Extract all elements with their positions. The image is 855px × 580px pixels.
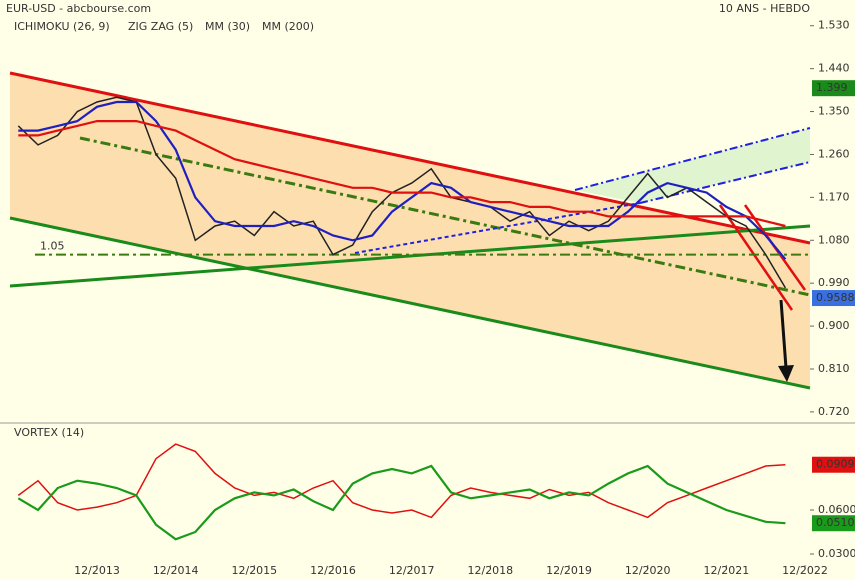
y-tick-label: 0.720	[818, 405, 850, 418]
panel-title: VORTEX (14)	[14, 426, 84, 439]
price-marker-label: 0.0909	[816, 458, 855, 471]
arrow-head	[778, 365, 794, 382]
trendline	[9, 216, 811, 390]
legend-entry: ZIG ZAG (5)	[128, 20, 193, 33]
trendline	[9, 71, 811, 245]
series-line	[17, 464, 786, 541]
y-tick-label: 0.990	[818, 276, 850, 289]
legend-entry: MM (30)	[205, 20, 250, 33]
x-tick-label: 12/2017	[389, 564, 435, 577]
y-tick-label: 0.900	[818, 319, 850, 332]
price-marker-label: 0.9588	[816, 291, 855, 304]
channel	[10, 73, 810, 388]
x-tick-label: 12/2020	[625, 564, 671, 577]
y-tick-label: 0.0300	[818, 547, 855, 560]
up-channel	[575, 128, 810, 203]
price-marker-label: 1.399	[816, 81, 848, 94]
y-tick-label: 1.530	[818, 19, 850, 32]
trendline	[718, 204, 794, 311]
legend-entry: ICHIMOKU (26, 9)	[14, 20, 110, 33]
x-tick-label: 12/2015	[231, 564, 277, 577]
trendline	[639, 161, 811, 204]
price-marker-label: 0.0510	[816, 516, 855, 529]
y-tick-label: 0.810	[818, 362, 850, 375]
x-tick-label: 12/2022	[782, 564, 828, 577]
y-tick-label: 1.350	[818, 105, 850, 118]
x-tick-label: 12/2014	[153, 564, 199, 577]
series-line	[18, 100, 787, 261]
price-marker	[812, 515, 855, 532]
arrow	[779, 299, 788, 369]
y-tick-label: 1.080	[818, 233, 850, 246]
series-line	[17, 96, 787, 289]
symbol: EUR-USD - abcbourse.com	[6, 2, 151, 15]
price-marker	[812, 80, 855, 97]
x-tick-label: 12/2019	[546, 564, 592, 577]
y-tick-label: 1.260	[818, 147, 850, 160]
x-tick-label: 12/2016	[310, 564, 356, 577]
x-tick-label: 12/2018	[467, 564, 513, 577]
y-tick-label: 0.0600	[818, 503, 855, 516]
series-line	[18, 119, 786, 228]
trendline	[354, 202, 641, 254]
period: 10 ANS - HEBDO	[719, 2, 810, 15]
y-tick-label: 1.170	[818, 190, 850, 203]
x-tick-label: 12/2013	[74, 564, 120, 577]
x-tick-label: 12/2021	[704, 564, 750, 577]
legend-entry: MM (200)	[262, 20, 314, 33]
price-marker	[812, 456, 855, 473]
series-line	[17, 443, 786, 519]
y-tick-label: 1.440	[818, 62, 850, 75]
price-marker	[812, 290, 855, 307]
level-label: 1.05	[40, 240, 65, 253]
trendline	[9, 224, 811, 288]
trendline	[79, 136, 811, 297]
